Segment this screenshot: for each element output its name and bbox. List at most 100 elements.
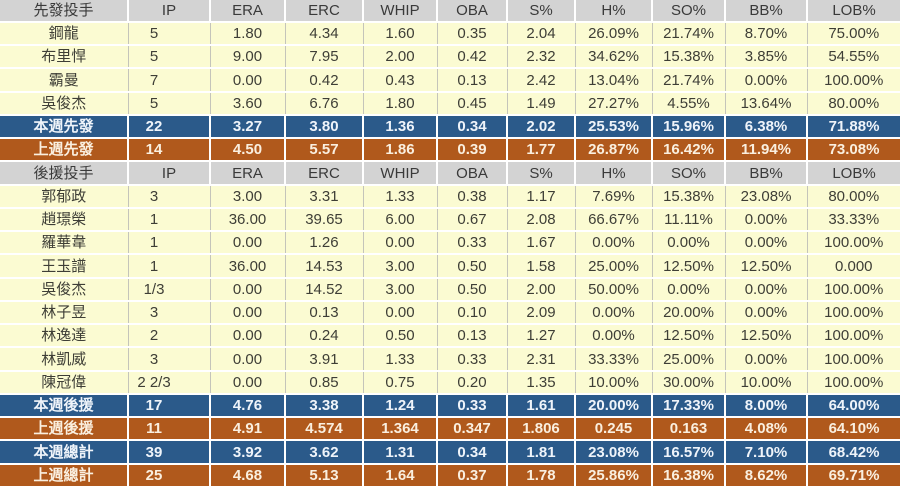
stat-value: 1.81 [507,440,576,465]
stat-value: 39 [128,440,211,465]
stat-value: 1.60 [363,21,438,47]
stat-value: 23.08% [575,440,653,465]
stat-value: 3.38 [285,393,364,419]
stat-value: 80.00% [807,184,900,209]
stat-value: 15.96% [652,114,726,140]
stat-value: 66.67% [575,207,653,233]
stat-value: 11.11% [652,207,726,233]
stat-value: 2.09 [507,300,576,326]
stat-value: 4.76 [210,393,286,419]
stat-value: 0.39 [437,138,508,163]
stat-value: 1.35 [507,370,576,395]
stat-value: 2 2/3 [128,370,211,395]
stat-value: 0.33 [437,393,508,419]
stat-value: 0.00% [725,300,808,326]
stat-value: 13.04% [575,68,653,93]
stat-value: 64.10% [807,417,900,442]
pitcher-row: 鋼龍 5 1.80 4.34 1.60 0.35 2.04 26.09% 21.74% 8.70%… [0,21,900,47]
pitcher-name: 林凱威 [0,347,129,372]
stat-value: 100.00% [807,324,900,349]
stat-value: 0.00% [725,277,808,302]
stat-value: 0.00 [210,231,286,256]
column-header-label: OBA [437,0,508,23]
stat-value: 0.00 [210,68,286,93]
stat-value: 7.69% [575,184,653,209]
stat-value: 2.00 [507,277,576,302]
stat-value: 25.86% [575,463,653,488]
summary-week-row: 本週後援 17 4.76 3.38 1.24 0.33 1.61 20.00% 17.33% 8.… [0,393,900,419]
stat-value: 17 [128,393,211,419]
stat-value: 64.00% [807,393,900,419]
stat-value: 2.02 [507,114,576,140]
pitcher-row: 吳俊杰 1/3 0.00 14.52 3.00 0.50 2.00 50.00% 0.00% 0.… [0,277,900,302]
stat-value: 100.00% [807,68,900,93]
stat-value: 4.34 [285,21,364,47]
stat-value: 25.00% [575,254,653,279]
stat-value: 3.62 [285,440,364,465]
stat-value: 2.08 [507,207,576,233]
stat-value: 8.62% [725,463,808,488]
stat-value: 0.00% [725,347,808,372]
stat-value: 0.85 [285,370,364,395]
stat-value: 6.00 [363,207,438,233]
stat-value: 7.95 [285,45,364,70]
stat-value: 68.42% [807,440,900,465]
pitcher-row: 王玉譜 1 36.00 14.53 3.00 0.50 1.58 25.00% 12.50% 12… [0,254,900,279]
stat-value: 4.91 [210,417,286,442]
stat-value: 25 [128,463,211,488]
stat-value: 3 [128,300,211,326]
stat-value: 1.26 [285,231,364,256]
stat-value: 0.13 [437,68,508,93]
stat-value: 1.31 [363,440,438,465]
stat-value: 1.24 [363,393,438,419]
stat-value: 0.347 [437,417,508,442]
stat-value: 1.33 [363,184,438,209]
stat-value: 25.53% [575,114,653,140]
stat-value: 69.71% [807,463,900,488]
stat-value: 33.33% [807,207,900,233]
pitcher-name: 霸曼 [0,68,129,93]
stat-value: 0.00% [725,207,808,233]
stat-value: 6.38% [725,114,808,140]
column-header-label: BB% [725,161,808,186]
pitcher-row: 霸曼 7 0.00 0.42 0.43 0.13 2.42 13.04% 21.74% 0.00%… [0,68,900,93]
pitcher-row: 吳俊杰 5 3.60 6.76 1.80 0.45 1.49 27.27% 4.55% 13.64… [0,91,900,116]
summary-label: 本週總計 [0,440,129,465]
stat-value: 36.00 [210,254,286,279]
stat-value: 25.00% [652,347,726,372]
column-header-label: LOB% [807,0,900,23]
column-header-label: WHIP [363,161,438,186]
stat-value: 16.57% [652,440,726,465]
stat-value: 2.00 [363,45,438,70]
stat-value: 0.000 [807,254,900,279]
stat-value: 34.62% [575,45,653,70]
stat-value: 1.64 [363,463,438,488]
stat-value: 0.00 [363,231,438,256]
stat-value: 12.50% [725,254,808,279]
stat-value: 0.00% [575,231,653,256]
stat-value: 4.574 [285,417,364,442]
stat-value: 0.24 [285,324,364,349]
stat-value: 0.245 [575,417,653,442]
stat-value: 0.163 [652,417,726,442]
stat-value: 3.27 [210,114,286,140]
column-header-label: ERA [210,0,286,23]
column-header-label: WHIP [363,0,438,23]
column-header-label: H% [575,0,653,23]
column-header-label: BB% [725,0,808,23]
column-header-label: IP [128,161,211,186]
stat-value: 75.00% [807,21,900,47]
stat-value: 15.38% [652,45,726,70]
stat-value: 4.55% [652,91,726,116]
column-header-label: S% [507,0,576,23]
column-header-label: 後援投手 [0,161,129,186]
stat-value: 0.42 [285,68,364,93]
stat-value: 80.00% [807,91,900,116]
stat-value: 8.70% [725,21,808,47]
stat-value: 1 [128,254,211,279]
summary-label: 本週後援 [0,393,129,419]
stat-value: 5.57 [285,138,364,163]
stat-value: 3.00 [210,184,286,209]
stat-value: 3.92 [210,440,286,465]
